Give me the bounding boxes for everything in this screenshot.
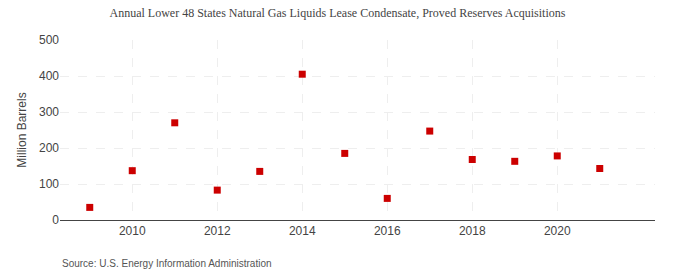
svg-text:100: 100: [39, 177, 59, 191]
svg-text:300: 300: [39, 105, 59, 119]
svg-text:0: 0: [52, 213, 59, 227]
svg-text:Source: U.S. Energy Informatio: Source: U.S. Energy Information Administ…: [62, 258, 272, 269]
svg-text:2012: 2012: [204, 224, 231, 238]
svg-text:500: 500: [39, 33, 59, 47]
svg-text:200: 200: [39, 141, 59, 155]
svg-text:2014: 2014: [289, 224, 316, 238]
svg-text:2018: 2018: [459, 224, 486, 238]
svg-text:2020: 2020: [544, 224, 571, 238]
svg-text:2010: 2010: [119, 224, 146, 238]
svg-text:400: 400: [39, 69, 59, 83]
svg-text:Million Barrels: Million Barrels: [15, 92, 29, 167]
svg-text:2016: 2016: [374, 224, 401, 238]
svg-text:Annual Lower 48 States Natural: Annual Lower 48 States Natural Gas Liqui…: [110, 6, 566, 20]
